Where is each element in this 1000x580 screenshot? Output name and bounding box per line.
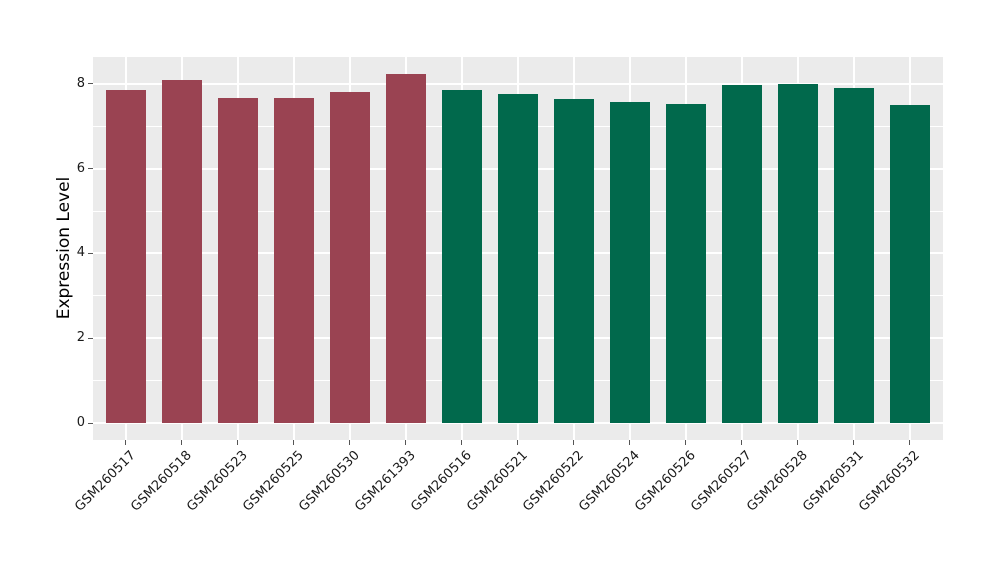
x-tick-mark	[573, 440, 574, 445]
x-tick-mark	[461, 440, 462, 445]
bar-GSM260528	[777, 83, 818, 423]
x-tick-mark	[349, 440, 350, 445]
y-tick-mark	[88, 252, 93, 254]
x-tick-mark	[685, 440, 686, 445]
y-tick-label: 2	[76, 330, 85, 346]
bar-GSM260531	[833, 88, 874, 423]
x-tick-mark	[293, 440, 294, 445]
x-tick-mark	[181, 440, 182, 445]
x-tick-mark	[853, 440, 854, 445]
y-tick-label: 6	[76, 160, 85, 176]
x-tick-mark	[517, 440, 518, 445]
x-tick-mark	[741, 440, 742, 445]
bar-GSM260523	[217, 97, 258, 423]
bar-GSM260526	[665, 103, 706, 423]
bar-GSM261393	[385, 73, 426, 423]
plot-panel	[93, 57, 943, 440]
y-tick-mark	[88, 422, 93, 424]
bar-GSM260524	[609, 101, 650, 423]
bar-GSM260522	[553, 99, 594, 423]
x-tick-mark	[909, 440, 910, 445]
y-tick-label: 4	[76, 245, 85, 261]
x-tick-mark	[405, 440, 406, 445]
x-tick-mark	[629, 440, 630, 445]
y-tick-mark	[88, 168, 93, 170]
bar-GSM260517	[105, 89, 146, 423]
x-tick-mark	[237, 440, 238, 445]
bar-GSM260518	[161, 80, 202, 423]
bar-GSM260532	[889, 104, 930, 423]
bar-GSM260521	[497, 93, 538, 423]
x-tick-mark	[797, 440, 798, 445]
bar-GSM260516	[441, 89, 482, 423]
y-tick-mark	[88, 83, 93, 85]
y-tick-label: 8	[76, 75, 85, 91]
bar-GSM260530	[329, 92, 370, 423]
y-tick-mark	[88, 337, 93, 339]
x-tick-mark	[125, 440, 126, 445]
bar-GSM260527	[721, 85, 762, 423]
y-tick-label: 0	[76, 415, 85, 430]
bar-GSM260525	[273, 97, 314, 423]
